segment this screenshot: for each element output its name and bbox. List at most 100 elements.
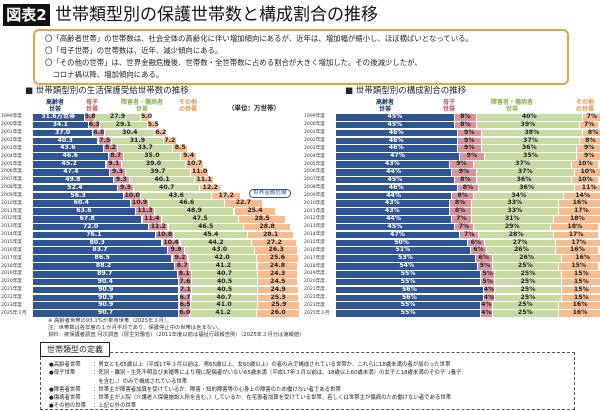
bar-segment: 47.4	[33, 168, 109, 176]
category-label: 2020年度	[1, 279, 22, 285]
bar-segment: 9.2	[172, 254, 188, 262]
bar-segment: 25.9	[258, 302, 300, 309]
bar-segment: 11.0	[190, 167, 209, 176]
bar-segment: 43.0	[185, 247, 254, 255]
bar-segment: 45.2	[33, 160, 106, 168]
note: ※ 高齢者世帯の93.1%が単身世帯（2025年３月）。	[48, 318, 172, 324]
bar-segment: 6%	[470, 247, 487, 255]
summary-line: 〇「高齢者世帯」の世帯数は、社会全体の高齢化に伴い増加傾向にあるが、近年は、増加…	[45, 34, 473, 43]
bar-segment: 24.5	[258, 278, 298, 286]
legend-entry: 母子 世帯	[67, 99, 117, 113]
category-label: 2021年度	[304, 287, 325, 293]
category-label: 2007年度	[1, 177, 22, 183]
bar-segment: 7.1	[179, 285, 191, 294]
bar-segment: 8%	[457, 184, 479, 192]
bar-segment: 9.9	[168, 247, 184, 255]
bar-segment: 80.3	[33, 239, 162, 247]
bar-segment: 12.2	[200, 184, 220, 192]
bar-segment: 22.7	[225, 200, 262, 207]
bar-segment: 50%	[336, 239, 467, 247]
category-label: 2005年度	[304, 161, 325, 167]
bar-segment: 24.3	[258, 270, 298, 278]
definition-text: ：世帯主が入院（介護老人保健施設入所を含む。）しているか、在宅患者加算を受けてい…	[93, 395, 452, 402]
bar-segment: 45%	[336, 121, 454, 129]
bar-segment: 4%	[483, 285, 495, 294]
bar-segment: 33%	[471, 200, 559, 207]
bar-segment: 26%	[487, 247, 556, 255]
category-label: 2016年度	[1, 247, 22, 253]
legend-label: 障害者・傷病者	[490, 99, 533, 106]
bar-segment: 36%	[476, 176, 572, 184]
bar-segment: 5%	[481, 270, 495, 278]
legend-label: 高齢者	[45, 99, 64, 106]
bar-segment: 9%	[457, 137, 482, 145]
bar-segment: 7.2	[164, 136, 176, 145]
legend-label: 高齢者	[375, 99, 394, 106]
bar-segment: 10.8	[155, 230, 174, 239]
bar-segment: 26.3	[255, 247, 298, 255]
definition-key: ●傷病者世帯	[49, 395, 81, 402]
bar-segment: 86.5	[33, 255, 172, 262]
figure-label: 図表2	[3, 4, 50, 26]
bar-segment: 8%	[582, 129, 600, 137]
bar-segment: 35.0	[123, 153, 180, 160]
bar-segment: 44%	[336, 215, 452, 223]
legend-label: その他	[575, 99, 594, 106]
bar-segment: 39%	[476, 121, 580, 129]
bar-segment: 46%	[336, 184, 457, 192]
bar-segment: 43.6	[141, 192, 212, 200]
bar-segment: 25%	[492, 302, 559, 309]
category-label: 2018年度	[304, 263, 325, 269]
bar-segment: 8.7	[108, 152, 123, 160]
bar-segment: 9%	[449, 160, 474, 168]
category-label: 2016年度	[304, 247, 325, 253]
category-label: 2000年度	[304, 122, 325, 128]
bar-segment: 40.7	[191, 270, 257, 278]
category-label: 2012年度	[304, 216, 325, 222]
bar-segment: 17%	[553, 231, 599, 239]
bar-segment: 9.3	[118, 183, 133, 192]
bar-segment: 55%	[336, 270, 481, 278]
definition-key: ●障害者世帯	[49, 386, 81, 393]
bar-segment: 28.8	[244, 223, 291, 231]
bar-segment: 6.5	[179, 301, 191, 309]
category-label: 2013年度	[1, 224, 22, 230]
bar-segment: 4%	[483, 293, 495, 302]
bar-segment: 33%	[471, 208, 559, 215]
bar-segment: 10.7	[185, 160, 203, 168]
bar-segment: 25%	[495, 294, 561, 302]
bar-segment: 30.4	[105, 129, 155, 137]
bar-segment: 11%	[574, 184, 600, 192]
legend-label: その他	[178, 99, 197, 106]
bar-segment: 25%	[495, 278, 561, 286]
category-label: 2022年度	[1, 294, 22, 300]
bar-segment: 11.4	[142, 215, 161, 223]
legend-entry: 障害者・傷病者 世帯	[487, 99, 537, 113]
definitions-box: ●高齢者世帯 ：男女とも65歳以上（平成17年３月以前は、男65歳以上、女60歳以…	[40, 352, 575, 410]
bar-segment: 25.6	[256, 255, 298, 262]
bar-segment: 42.0	[188, 255, 256, 262]
category-label: 2015年度	[304, 240, 325, 245]
legend-label: 母子	[442, 99, 455, 106]
bar-segment: 9%	[577, 145, 600, 152]
bar-segment: 43%	[336, 200, 449, 207]
bar-segment: 52.4	[33, 184, 117, 192]
bar-segment: 46.6	[33, 153, 108, 160]
bar-segment: 17%	[559, 208, 600, 215]
bar-segment: 37%	[482, 137, 580, 145]
bar-segment: 31.9	[111, 137, 163, 145]
category-label: 2005年度	[1, 161, 22, 167]
bar-segment: 55%	[336, 278, 481, 286]
bar-segment: 90.9	[33, 294, 179, 302]
bar-segment: 7%	[460, 231, 479, 239]
legend-label: 世帯	[505, 106, 518, 113]
legend-entry: その他 の世帯	[560, 99, 600, 113]
bar-segment: 11.2	[149, 222, 168, 231]
bar-segment: 24.8	[257, 263, 298, 270]
right-chart-title: ■ 世帯類型別の構成割合の推移	[345, 86, 467, 96]
bar-segment: 9%	[452, 168, 476, 176]
definition-item: ●その他の世帯 ：上記以外の世帯	[49, 402, 566, 410]
bar-segment: 45%	[336, 113, 454, 121]
bar-segment: 5.8	[84, 113, 96, 121]
bar-segment: 88.2	[33, 263, 175, 270]
